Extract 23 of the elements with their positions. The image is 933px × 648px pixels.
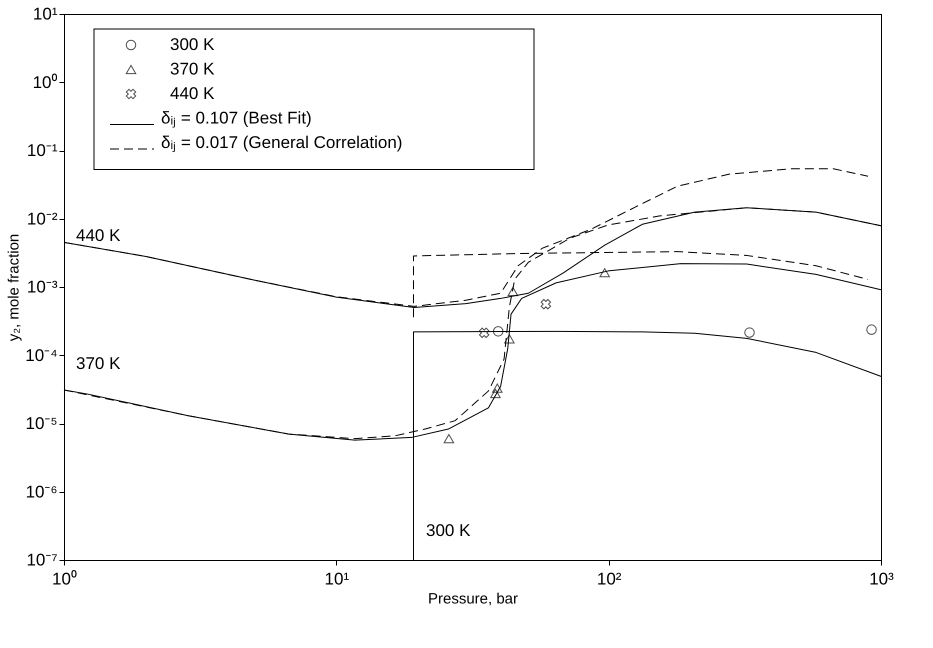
legend-label: 300 K — [170, 35, 216, 54]
annotation: 300 K — [426, 521, 472, 540]
annotation: 370 K — [76, 354, 122, 373]
y-tick-label: 10⁻¹ — [26, 141, 58, 160]
y-tick-label: 10⁻⁷ — [26, 550, 58, 570]
y-tick-label: 10⁻² — [26, 209, 58, 228]
legend-label: δᵢⱼ = 0.017 (General Correlation) — [161, 133, 402, 153]
annotation: 440 K — [76, 226, 122, 245]
y-tick-label: 10⁻⁵ — [26, 414, 58, 433]
x-tick-label: 10² — [596, 570, 622, 588]
y-tick-label: 10⁻⁴ — [25, 346, 58, 365]
y-tick-label: 10¹ — [32, 4, 58, 24]
legend-label: 440 K — [170, 84, 216, 103]
x-tick-label: 10¹ — [324, 570, 350, 588]
x-tick-label: 10⁰ — [52, 570, 77, 588]
legend-label: δᵢⱼ = 0.107 (Best Fit) — [161, 108, 312, 128]
y-tick-label: 10⁰ — [32, 72, 58, 92]
y-tick-label: 10⁻³ — [26, 278, 58, 296]
y-axis-title: y₂, mole fraction — [5, 234, 22, 342]
x-tick-label: 10³ — [869, 570, 894, 588]
y-tick-label: 10⁻⁶ — [26, 482, 58, 502]
legend-label: 370 K — [170, 60, 216, 78]
x-axis-title: Pressure, bar — [428, 590, 518, 608]
